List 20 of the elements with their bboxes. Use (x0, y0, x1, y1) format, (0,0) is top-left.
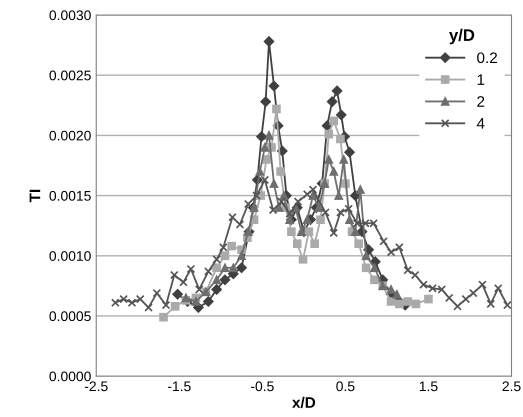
x-tick-label: 2.5 (502, 381, 521, 392)
y-tick-label: 0.0010 (49, 251, 91, 261)
x-tick-label: -2.5 (84, 381, 108, 392)
legend-label: 1 (478, 74, 484, 85)
legend-label: 2 (477, 96, 484, 107)
legend-title: y/D (449, 28, 474, 44)
y-axis-title: TI (30, 190, 40, 202)
x-axis-title: x/D (292, 396, 316, 408)
legend-label: 0.2 (477, 52, 497, 64)
y-tick-label: 0.0015 (49, 190, 91, 201)
y-tick-label: 0.0000 (49, 371, 91, 382)
x-tick-label: -1.5 (168, 382, 191, 392)
y-tick-label: 0.0020 (49, 130, 91, 141)
x-tick-label: -0.5 (250, 381, 274, 392)
x-tick-label: 1.5 (420, 382, 438, 392)
y-tick-label: 0.0005 (49, 311, 91, 322)
y-tick-label: 0.0025 (49, 70, 91, 80)
y-tick-label: 0.0030 (49, 10, 91, 20)
x-tick-label: 0.5 (336, 381, 354, 392)
legend-label: 4 (476, 118, 485, 129)
